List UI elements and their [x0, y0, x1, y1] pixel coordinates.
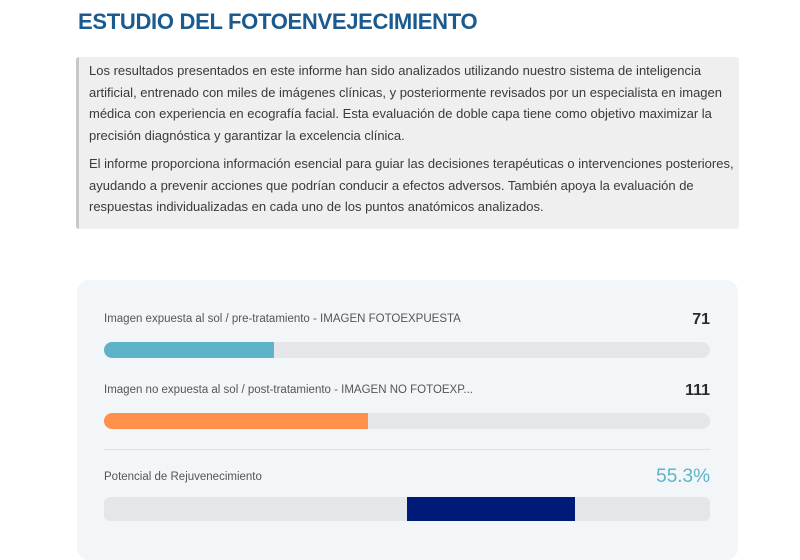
page-title: ESTUDIO DEL FOTOENVEJECIMIENTO: [78, 9, 478, 34]
metric-value: 111: [685, 382, 710, 399]
progress-track: [104, 413, 710, 429]
intro-box: Los resultados presentados en este infor…: [76, 57, 739, 229]
metric-label: Imagen no expuesta al sol / post-tratami…: [104, 384, 474, 396]
rejuvenation-value: 55.3%: [656, 466, 710, 487]
intro-paragraph: Los resultados presentados en este infor…: [89, 63, 722, 143]
metric-value: 71: [692, 311, 710, 328]
results-card: Imagen expuesta al sol / pre-tratamiento…: [77, 280, 738, 560]
intro-paragraph: El informe proporciona información esenc…: [89, 156, 734, 214]
rejuvenation-fill: [407, 497, 575, 521]
divider: [104, 449, 710, 450]
metric-label: Imagen expuesta al sol / pre-tratamiento…: [104, 313, 461, 325]
progress-fill: [104, 342, 274, 358]
rejuvenation-track: [104, 497, 710, 521]
progress-track: [104, 342, 710, 358]
progress-fill: [104, 413, 369, 429]
rejuvenation-label: Potencial de Rejuvenecimiento: [104, 471, 262, 483]
